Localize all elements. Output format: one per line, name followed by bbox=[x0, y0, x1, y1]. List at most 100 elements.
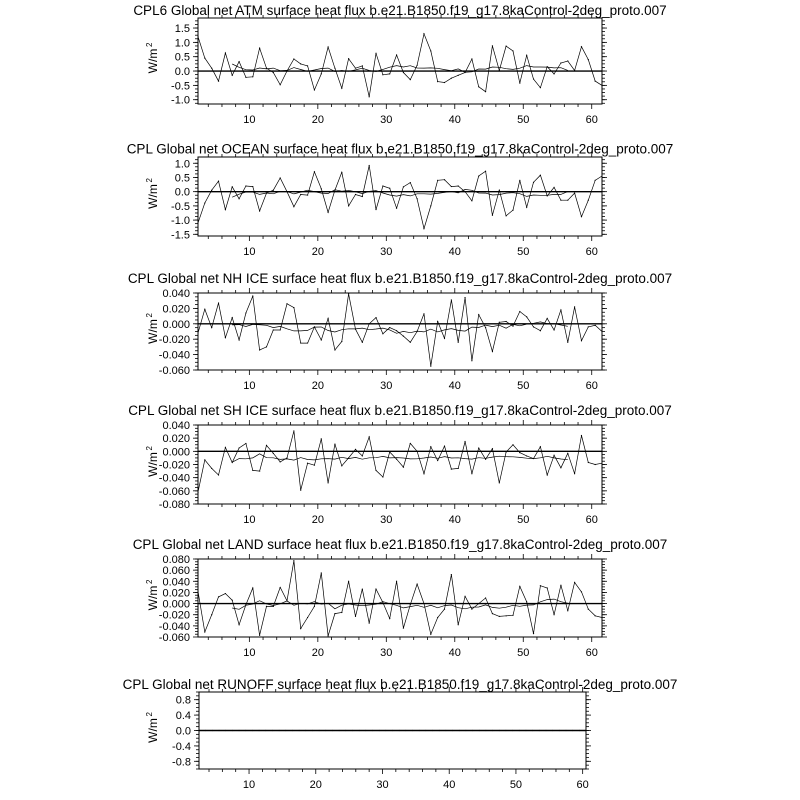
running-mean-line bbox=[232, 453, 568, 463]
data-point bbox=[409, 604, 411, 606]
data-point bbox=[478, 602, 480, 605]
x-tick-label: 50 bbox=[517, 380, 529, 392]
data-point bbox=[457, 467, 459, 470]
data-point bbox=[478, 175, 480, 177]
data-point bbox=[402, 71, 405, 74]
data-point bbox=[293, 307, 295, 309]
data-point bbox=[341, 465, 343, 467]
data-point bbox=[450, 574, 452, 576]
x-tick-label: 50 bbox=[517, 514, 529, 526]
data-point bbox=[553, 73, 555, 75]
data-point bbox=[437, 616, 439, 619]
data-point bbox=[457, 185, 459, 187]
panel-1: CPL6 Global net ATM surface heat flux b.… bbox=[133, 3, 666, 126]
data-point bbox=[491, 448, 494, 450]
data-point bbox=[443, 608, 446, 610]
data-point bbox=[375, 469, 377, 472]
y-tick-label: 0.080 bbox=[162, 554, 190, 566]
data-point bbox=[532, 633, 535, 635]
data-point bbox=[464, 440, 466, 443]
data-point bbox=[402, 466, 405, 468]
data-point bbox=[464, 191, 466, 193]
data-point bbox=[293, 206, 295, 208]
data-point bbox=[491, 613, 494, 615]
x-tick-label: 10 bbox=[243, 114, 255, 126]
plot-frame bbox=[198, 691, 587, 770]
data-point bbox=[574, 581, 576, 584]
data-point bbox=[457, 341, 459, 343]
x-tick-label: 50 bbox=[517, 647, 529, 659]
data-point bbox=[300, 342, 302, 344]
data-point bbox=[217, 80, 220, 82]
data-point bbox=[553, 186, 555, 189]
data-point bbox=[279, 461, 281, 463]
data-point bbox=[259, 210, 261, 212]
data-point bbox=[245, 312, 247, 314]
data-point bbox=[389, 618, 391, 620]
data-point bbox=[505, 320, 507, 323]
panel-title: CPL6 Global net ATM surface heat flux b.… bbox=[133, 3, 666, 18]
y-tick-label: 0.000 bbox=[162, 599, 190, 611]
data-point bbox=[320, 438, 322, 440]
data-point bbox=[348, 205, 350, 207]
y-axis-label: W/m bbox=[146, 184, 160, 209]
data-point bbox=[526, 316, 528, 318]
x-tick-label: 30 bbox=[380, 380, 392, 392]
data-point bbox=[594, 324, 596, 326]
x-tick-label: 40 bbox=[449, 246, 461, 258]
data-point bbox=[491, 45, 494, 47]
y-tick-label: 0.020 bbox=[162, 303, 190, 315]
data-point bbox=[320, 572, 322, 574]
running-mean-line bbox=[232, 63, 568, 73]
data-point bbox=[565, 729, 567, 732]
data-point bbox=[560, 62, 562, 64]
y-tick-label: -0.080 bbox=[159, 499, 190, 511]
data-point bbox=[327, 482, 329, 484]
data-point bbox=[450, 185, 452, 188]
x-tick-label: 60 bbox=[586, 246, 598, 258]
x-tick-label: 40 bbox=[449, 647, 461, 659]
data-point bbox=[265, 605, 268, 607]
data-point bbox=[526, 601, 528, 603]
data-point bbox=[395, 207, 398, 209]
data-point bbox=[252, 185, 254, 188]
data-point bbox=[484, 91, 487, 93]
y-tick-label: 0.000 bbox=[162, 446, 190, 458]
data-point bbox=[505, 615, 507, 617]
data-point bbox=[437, 459, 439, 462]
data-point bbox=[430, 446, 432, 448]
data-point bbox=[217, 474, 220, 476]
y-axis-label-superscript: 2 bbox=[145, 42, 154, 47]
y-tick-label: 1.0 bbox=[175, 37, 190, 49]
data-point bbox=[519, 82, 521, 84]
y-tick-label: 1.5 bbox=[175, 23, 190, 35]
running-mean-line bbox=[232, 321, 568, 334]
data-point bbox=[519, 310, 521, 313]
data-point bbox=[471, 58, 473, 60]
data-point bbox=[512, 50, 514, 52]
data-point bbox=[526, 206, 528, 208]
data-point bbox=[306, 462, 309, 464]
y-axis-label: W/m bbox=[146, 319, 160, 344]
data-point bbox=[594, 179, 596, 181]
x-tick-label: 20 bbox=[312, 246, 324, 258]
data-point bbox=[416, 450, 418, 452]
x-tick-label: 50 bbox=[517, 114, 529, 126]
data-point bbox=[252, 587, 254, 589]
panel-4: CPL Global net SH ICE surface heat flux … bbox=[128, 403, 672, 526]
data-point bbox=[382, 333, 384, 335]
data-point bbox=[560, 467, 562, 469]
data-point bbox=[252, 469, 254, 472]
data-point bbox=[519, 585, 521, 587]
panel-3: CPL Global net NH ICE surface heat flux … bbox=[128, 271, 672, 392]
data-point bbox=[341, 171, 343, 173]
x-tick-label: 60 bbox=[586, 380, 598, 392]
data-point bbox=[539, 87, 541, 89]
data-point bbox=[512, 444, 514, 446]
data-point bbox=[306, 616, 309, 619]
y-tick-label: -1.0 bbox=[171, 95, 190, 107]
data-point bbox=[224, 446, 226, 448]
data-point bbox=[354, 67, 357, 69]
panel-title: CPL Global net NH ICE surface heat flux … bbox=[128, 271, 672, 286]
data-point bbox=[334, 443, 336, 445]
